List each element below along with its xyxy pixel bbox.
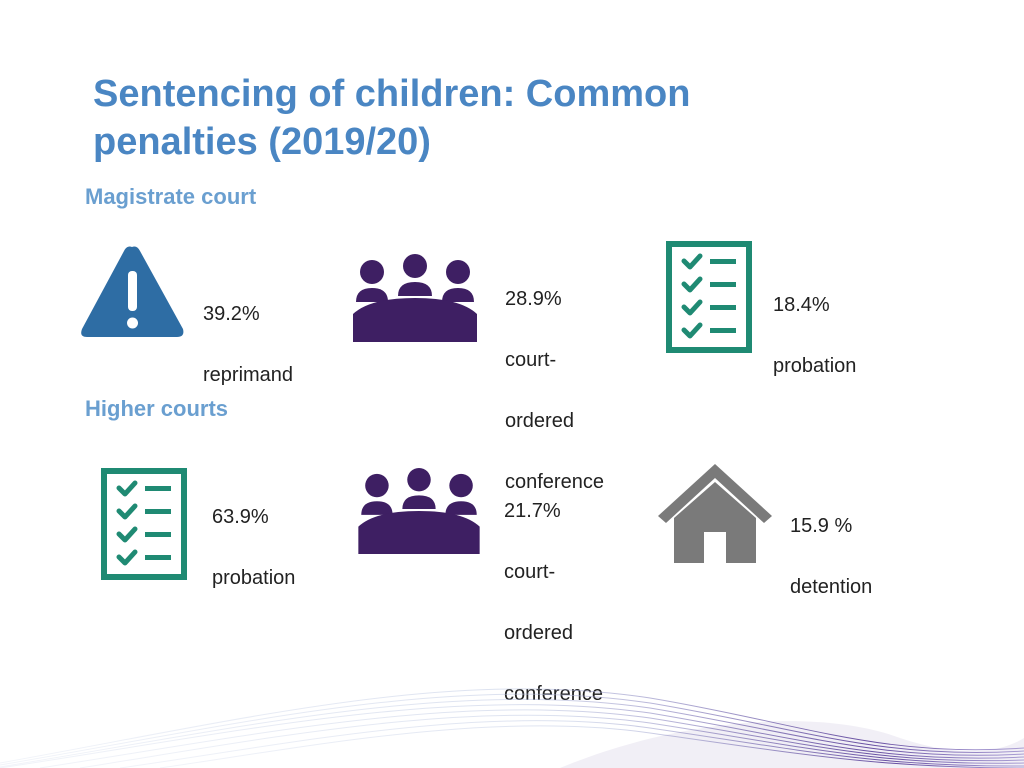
penalty-percentage: 63.9%	[212, 505, 269, 528]
penalty-label: reprimand	[203, 363, 294, 386]
wave-decoration	[0, 688, 1024, 768]
people-icon	[353, 254, 477, 342]
penalty-text: 21.7% court- ordered conference	[504, 465, 603, 740]
penalty-text: 18.4% probation	[773, 259, 856, 412]
penalty-text: 63.9% probation	[212, 471, 295, 624]
checklist-icon	[666, 241, 752, 353]
penalty-label-line: conference	[504, 682, 603, 705]
people-icon	[358, 467, 480, 555]
penalty-percentage: 15.9 %	[790, 514, 853, 537]
penalty-label-line: ordered	[504, 621, 573, 644]
penalty-label-line: ordered	[505, 409, 574, 432]
house-icon	[658, 464, 772, 563]
penalty-text: 15.9 % detention	[790, 480, 872, 633]
penalty-text: 28.9% court- ordered conference	[505, 253, 604, 528]
section-heading-magistrate: Magistrate court	[85, 184, 257, 209]
penalty-percentage: 21.7%	[504, 499, 561, 522]
penalty-label-line: court-	[504, 560, 556, 583]
penalty-percentage: 28.9%	[505, 287, 562, 310]
penalty-label: probation	[773, 354, 857, 377]
penalty-percentage: 18.4%	[773, 293, 830, 316]
penalty-text: 39.2% reprimand	[203, 268, 293, 421]
penalty-percentage: 39.2%	[203, 302, 260, 325]
checklist-icon	[101, 468, 187, 580]
page-title: Sentencing of children: Common penalties…	[93, 73, 691, 163]
warning-icon	[81, 246, 184, 337]
penalty-label: detention	[790, 575, 873, 598]
penalty-label: probation	[212, 566, 296, 589]
penalty-label-line: conference	[505, 470, 604, 493]
penalty-label-line: court-	[505, 348, 557, 371]
section-heading-higher-courts: Higher courts	[85, 396, 229, 421]
